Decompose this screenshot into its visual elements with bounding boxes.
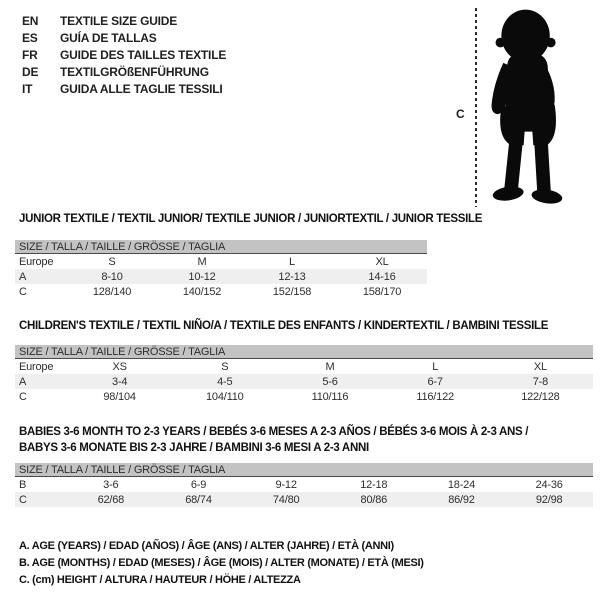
language-row-de: DE TEXTILGRÖßENFÜHRUNG [22, 64, 226, 81]
size-header-cell: SIZE / TALLA / TAILLE / GRÖSSE / TAGLIA [15, 240, 427, 254]
junior-size-table: SIZE / TALLA / TAILLE / GRÖSSE / TAGLIA … [15, 240, 427, 299]
cell: 98/104 [103, 390, 136, 403]
section-title-text: JUNIOR TEXTILE / TEXTIL JUNIOR/ TEXTILE … [19, 213, 483, 225]
cell: L [289, 255, 295, 268]
height-measure-label: C [456, 107, 465, 121]
cell: M [325, 360, 335, 373]
footnote-b: B. AGE (MONTHS) / EDAD (MESES) / ÂGE (MO… [19, 557, 424, 569]
language-title: GUIDE DES TAILLES TEXTILE [60, 48, 227, 62]
language-code: ES [22, 31, 38, 45]
cell: 8-10 [67, 269, 157, 284]
cell: XL [375, 255, 389, 268]
cell: 12-13 [247, 269, 337, 284]
row-label: B [19, 478, 27, 491]
language-row-en: EN TEXTILE SIZE GUIDE [22, 13, 226, 30]
cell: 6-7 [382, 374, 488, 389]
table-header-row: SIZE / TALLA / TAILLE / GRÖSSE / TAGLIA [15, 240, 427, 254]
cell: 158/170 [362, 285, 402, 298]
table-row: C 62/68 68/74 74/80 80/86 86/92 92/98 [15, 492, 593, 507]
section-title-line2: BABYS 3-6 MONATE BIS 2-3 JAHRE / BAMBINI… [19, 442, 369, 454]
language-code: DE [22, 65, 39, 79]
section-title-children: CHILDREN'S TEXTILE / TEXTIL NIÑO/A / TEX… [19, 320, 548, 332]
table-row: B 3-6 6-9 9-12 12-18 18-24 24-36 [15, 477, 593, 493]
cell: 12-18 [360, 478, 388, 491]
cell: 92/98 [505, 492, 593, 507]
cell: 3-6 [103, 478, 119, 491]
section-title-text: CHILDREN'S TEXTILE / TEXTIL NIÑO/A / TEX… [19, 320, 549, 332]
language-title: GUIDA ALLE TAGLIE TESSILI [60, 82, 223, 96]
height-dashed-line [475, 8, 477, 207]
section-title-junior: JUNIOR TEXTILE / TEXTIL JUNIOR/ TEXTILE … [19, 213, 482, 225]
cell: 4-5 [172, 374, 278, 389]
children-size-table: SIZE / TALLA / TAILLE / GRÖSSE / TAGLIA … [15, 345, 593, 404]
cell: 104/110 [206, 390, 244, 403]
language-code: EN [22, 14, 39, 28]
cell: 9-12 [275, 478, 297, 491]
cell: 140/152 [182, 285, 222, 298]
cell: S [221, 360, 229, 373]
row-label: A [15, 374, 67, 389]
row-label: C [19, 285, 27, 298]
table-row: C 98/104 104/110 110/116 116/122 122/128 [15, 389, 593, 404]
cell: 128/140 [92, 285, 132, 298]
language-row-fr: FR GUIDE DES TAILLES TEXTILE [22, 47, 226, 64]
cell: 110/116 [311, 390, 349, 403]
row-label: A [15, 269, 67, 284]
footnotes: A. AGE (YEARS) / EDAD (AÑOS) / ÂGE (ANS)… [19, 538, 424, 589]
table-header-row: SIZE / TALLA / TAILLE / GRÖSSE / TAGLIA [15, 463, 593, 477]
language-row-it: IT GUIDA ALLE TAGLIE TESSILI [22, 81, 226, 98]
cell: 80/86 [329, 492, 418, 507]
cell: L [432, 360, 439, 373]
table-header-row: SIZE / TALLA / TAILLE / GRÖSSE / TAGLIA [15, 345, 593, 359]
table-row: Europe XS S M L XL [15, 359, 593, 375]
language-code: FR [22, 48, 38, 62]
table-row: A 8-10 10-12 12-13 14-16 [15, 269, 427, 284]
row-label: C [19, 390, 27, 403]
cell: 86/92 [417, 492, 506, 507]
footnote-a: A. AGE (YEARS) / EDAD (AÑOS) / ÂGE (ANS)… [19, 540, 394, 552]
cell: 5-6 [277, 374, 383, 389]
cell: 10-12 [157, 269, 247, 284]
cell: S [108, 255, 116, 268]
cell: XS [112, 360, 127, 373]
cell: 24-36 [535, 478, 563, 491]
cell: 18-24 [447, 478, 476, 491]
row-label: Europe [19, 255, 54, 268]
table-row: C 128/140 140/152 152/158 158/170 [15, 284, 427, 299]
cell: 68/74 [154, 492, 243, 507]
language-list: EN TEXTILE SIZE GUIDE ES GUÍA DE TALLAS FR… [22, 13, 226, 98]
cell: 122/128 [521, 390, 560, 403]
row-label: Europe [19, 360, 54, 373]
cell: 74/80 [242, 492, 330, 507]
section-title-line1: BABIES 3-6 MONTH TO 2-3 YEARS / BEBÉS 3-… [19, 426, 529, 438]
babies-size-table: SIZE / TALLA / TAILLE / GRÖSSE / TAGLIA … [15, 463, 593, 507]
cell: 6-9 [190, 478, 207, 491]
row-label: C [15, 492, 67, 507]
section-title-babies: BABIES 3-6 MONTH TO 2-3 YEARS / BEBÉS 3-… [19, 424, 529, 456]
cell: XL [533, 360, 547, 373]
size-header-cell: SIZE / TALLA / TAILLE / GRÖSSE / TAGLIA [15, 463, 593, 477]
cell: 7-8 [487, 374, 593, 389]
language-row-es: ES GUÍA DE TALLAS [22, 30, 226, 47]
table-row: A 3-4 4-5 5-6 6-7 7-8 [15, 374, 593, 389]
cell: M [197, 255, 207, 268]
language-code: IT [22, 82, 33, 96]
size-header-cell: SIZE / TALLA / TAILLE / GRÖSSE / TAGLIA [15, 345, 593, 359]
language-title: TEXTILGRÖßENFÜHRUNG [60, 65, 209, 79]
table-row: Europe S M L XL [15, 254, 427, 270]
cell: 3-4 [67, 374, 173, 389]
cell: 62/68 [67, 492, 155, 507]
cell: 152/158 [272, 285, 312, 298]
language-title: TEXTILE SIZE GUIDE [60, 14, 178, 28]
cell: 14-16 [337, 269, 427, 284]
language-title: GUÍA DE TALLAS [60, 31, 157, 45]
footnote-c: C. (cm) HEIGHT / ALTURA / HAUTEUR / HÖHE… [19, 574, 301, 586]
cell: 116/122 [416, 390, 454, 403]
baby-silhouette [491, 9, 563, 204]
